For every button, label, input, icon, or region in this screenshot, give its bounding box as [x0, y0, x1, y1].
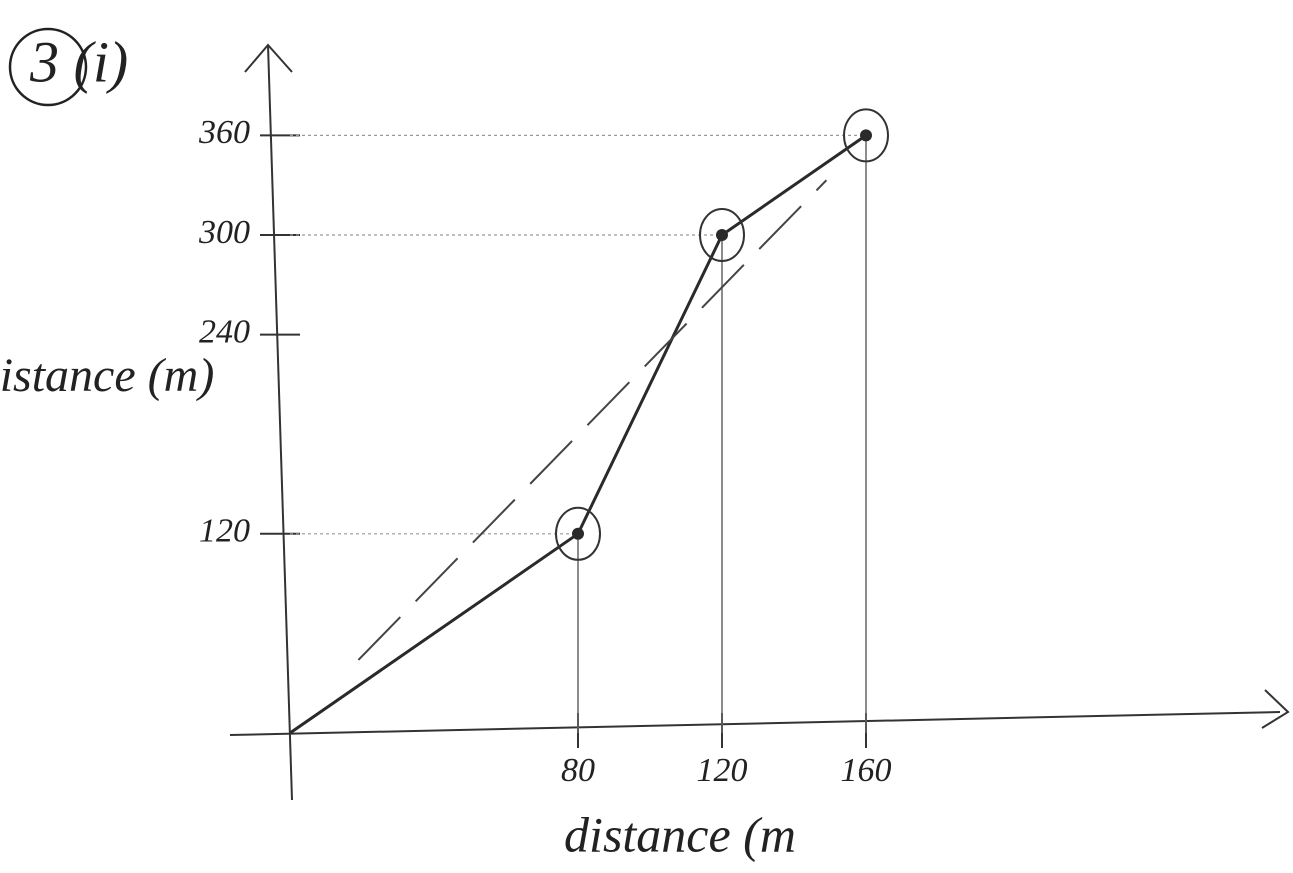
x-tick-label: 120 — [697, 752, 748, 789]
y-axis — [268, 45, 292, 800]
x-tick-label: 80 — [561, 752, 595, 789]
y-tick-label: 360 — [198, 114, 250, 151]
chart-title: 3 (i) — [29, 29, 128, 94]
chart: 3 (i) distance (m) distance (m 120 240 300… — [0, 0, 1293, 873]
x-axis-label: distance (m — [564, 806, 796, 862]
y-axis-label: distance (m) — [0, 349, 214, 402]
point-marker — [860, 129, 872, 141]
trend-line — [358, 180, 826, 660]
point-marker — [716, 229, 728, 241]
y-tick-label: 120 — [199, 513, 250, 550]
y-tick-label: 300 — [198, 214, 250, 251]
point-marker — [572, 528, 584, 540]
x-axis — [230, 712, 1280, 735]
x-tick-label: 160 — [841, 752, 892, 789]
y-tick-label: 240 — [199, 313, 250, 350]
x-arrow — [1262, 690, 1288, 728]
